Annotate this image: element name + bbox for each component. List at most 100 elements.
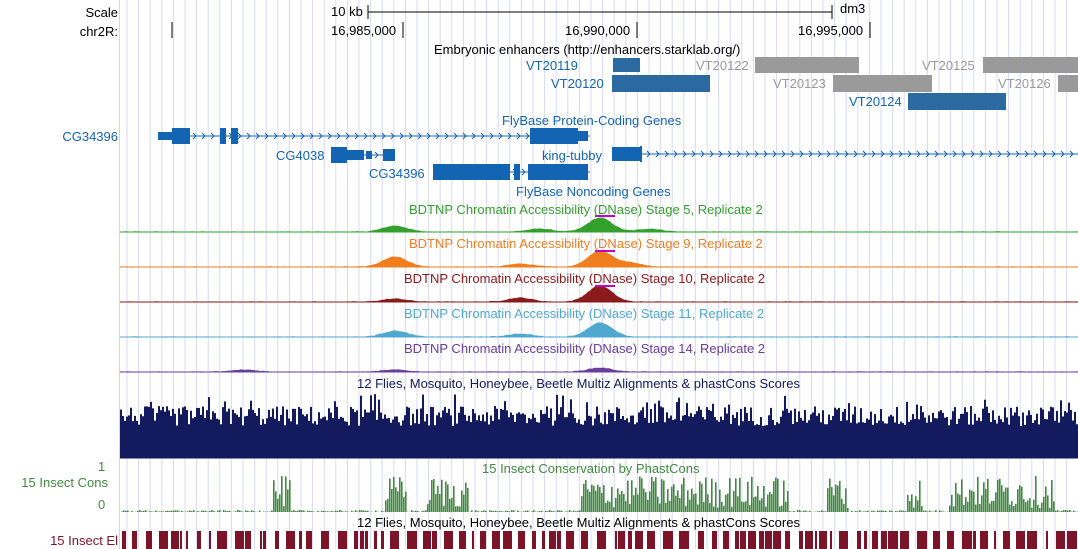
- multiz-bar: [586, 402, 588, 458]
- gene-exon: [514, 164, 520, 180]
- phastcons-bar: [171, 510, 173, 512]
- multiz-bar: [576, 422, 578, 458]
- multiz-bar: [120, 409, 122, 458]
- strand-arrow: [718, 150, 723, 158]
- multiz-bar: [548, 417, 550, 458]
- multiz-bar: [358, 425, 360, 458]
- gene-label[interactable]: CG4038: [276, 148, 325, 163]
- phastcons-bar: [431, 480, 433, 512]
- multiz-bar: [752, 421, 754, 458]
- multiz-bar: [374, 394, 376, 458]
- phastcons-bar: [717, 507, 719, 512]
- multiz-bar: [1048, 411, 1050, 458]
- multiz-bar: [900, 421, 902, 458]
- phastcons-bar: [559, 510, 561, 512]
- enhancer-label[interactable]: VT20125: [922, 58, 975, 73]
- enhancer-label[interactable]: VT20124: [849, 94, 902, 109]
- multiz-bar: [580, 424, 582, 458]
- multiz-bar: [232, 409, 234, 458]
- multiz-bar: [714, 417, 716, 458]
- multiz-bar: [830, 420, 832, 458]
- conserved-element: [542, 531, 545, 549]
- multiz-bar: [670, 415, 672, 458]
- multiz-bar: [728, 404, 730, 458]
- multiz-bar: [464, 414, 466, 458]
- flybase-side-label[interactable]: CG34396: [62, 129, 118, 144]
- multiz-bar: [376, 419, 378, 458]
- phastcons-bar: [251, 510, 253, 512]
- gene-label[interactable]: king-tubby: [542, 148, 602, 163]
- phastcons-bar: [313, 511, 315, 512]
- phastcons-bar: [557, 510, 559, 512]
- multiz-bar: [774, 425, 776, 458]
- multiz-bar: [618, 408, 620, 458]
- phastcons-bar: [895, 510, 897, 512]
- multiz-bar: [154, 420, 156, 458]
- phastcons-bar: [727, 493, 729, 512]
- phastcons-bar: [611, 486, 613, 512]
- phastcons-bar: [765, 506, 767, 512]
- multiz-bar: [814, 406, 816, 458]
- conserved-element: [275, 531, 279, 549]
- multiz-bar: [446, 412, 448, 458]
- multiz-bar: [1012, 415, 1014, 458]
- conserved-element: [615, 531, 617, 549]
- multiz-bar: [458, 412, 460, 458]
- multiz-bar: [852, 414, 854, 458]
- conserved-element: [217, 531, 227, 549]
- multiz-bar: [394, 416, 396, 458]
- phastcons-bar: [625, 501, 627, 512]
- assembly-label: dm3: [840, 1, 866, 16]
- multiz-bar: [1052, 407, 1054, 458]
- phastcons-bar: [1063, 510, 1065, 512]
- multiz-bar: [624, 420, 626, 458]
- multiz-bar: [372, 410, 374, 458]
- phastcons-bar: [481, 510, 483, 512]
- enhancer-label[interactable]: VT20119: [526, 58, 578, 73]
- multiz-bar: [636, 422, 638, 458]
- multiz-bar: [280, 414, 282, 458]
- enhancer-label[interactable]: VT20126: [998, 76, 1051, 91]
- enhancer-label[interactable]: VT20122: [696, 58, 749, 73]
- multiz-bar: [486, 412, 488, 458]
- track-label-gutter: [0, 0, 120, 549]
- phastcons-bar: [683, 477, 685, 512]
- multiz-bar: [786, 408, 788, 458]
- conserved-element: [159, 531, 168, 549]
- phastcons-bar: [925, 510, 927, 512]
- phastcons-bar: [189, 510, 191, 512]
- phastcons-bar: [775, 477, 777, 512]
- phastcons-bar: [673, 484, 675, 512]
- multiz-bar: [682, 415, 684, 458]
- multiz-bar: [438, 412, 440, 458]
- phastcons-bar: [471, 510, 473, 512]
- phastcons-side-label[interactable]: 15 Insect Cons: [21, 475, 108, 490]
- phastcons-bar: [907, 494, 909, 512]
- conserved-element: [338, 531, 347, 549]
- elements-side-label[interactable]: 15 Insect El: [50, 533, 118, 548]
- phastcons-bar: [697, 504, 699, 512]
- multiz-bar: [1022, 412, 1024, 458]
- phastcons-bar: [131, 511, 133, 512]
- multiz-bar: [700, 409, 702, 458]
- enhancer-label[interactable]: VT20123: [773, 76, 826, 91]
- multiz-bar: [942, 412, 944, 458]
- phastcons-bar: [655, 477, 657, 512]
- multiz-bar: [798, 411, 800, 458]
- multiz-bar: [730, 423, 732, 458]
- phastcons-bar: [753, 497, 755, 512]
- conserved-element: [444, 531, 453, 549]
- phastcons-bar: [173, 510, 175, 512]
- phastcons-bar: [561, 510, 563, 512]
- enhancer-label[interactable]: VT20120: [551, 76, 604, 91]
- multiz-bar: [492, 420, 494, 458]
- phastcons-bar: [229, 510, 231, 512]
- phastcons-bar: [339, 510, 341, 512]
- multiz-bar: [826, 424, 828, 458]
- phastcons-bar: [943, 511, 945, 512]
- gene-label[interactable]: CG34396: [369, 166, 425, 181]
- multiz-bar: [170, 415, 172, 458]
- multiz-bar: [242, 425, 244, 458]
- multiz-bar: [692, 416, 694, 458]
